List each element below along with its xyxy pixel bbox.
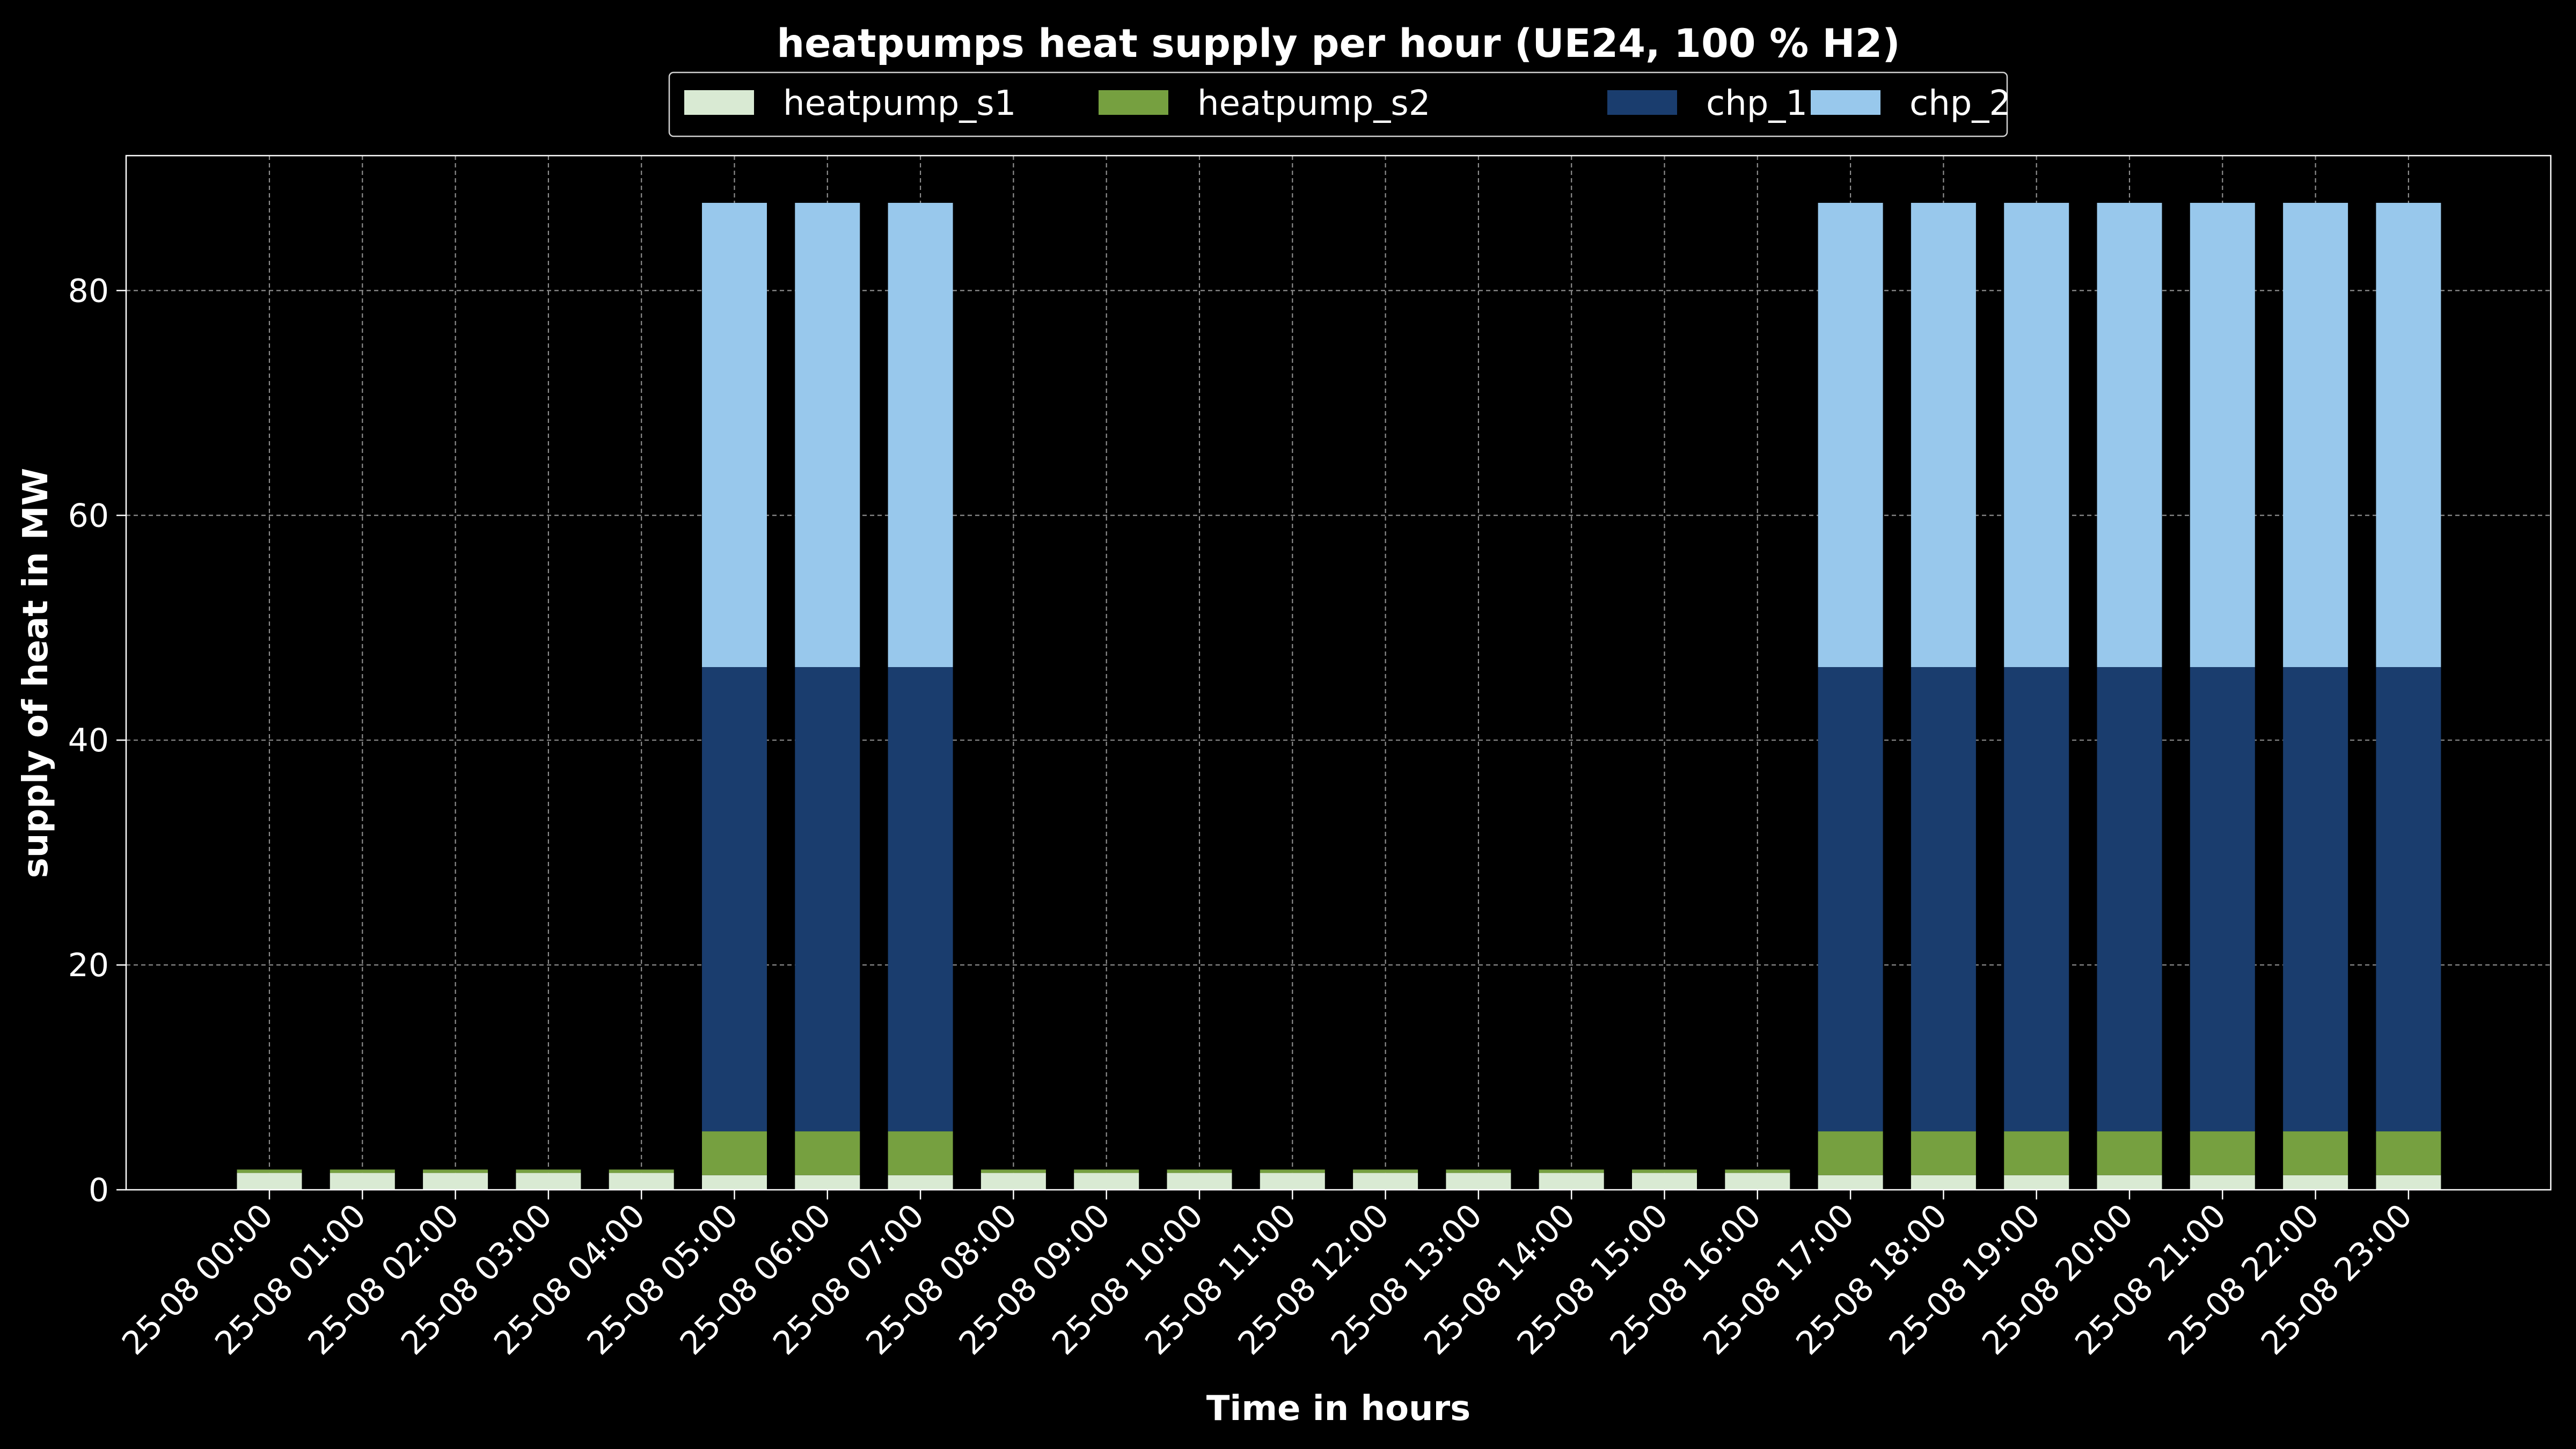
bar-heatpump_s2: [795, 1131, 860, 1175]
bar-heatpump_s1: [330, 1173, 395, 1190]
legend-label-chp_1: chp_1: [1706, 84, 1807, 123]
legend-swatch-chp_2: [1811, 90, 1880, 115]
chart-title: heatpumps heat supply per hour (UE24, 10…: [777, 21, 1900, 67]
legend-frame: [668, 71, 2008, 137]
bar-chp_1: [888, 667, 953, 1132]
bar-heatpump_s1: [516, 1173, 581, 1190]
bar-heatpump_s1: [1353, 1173, 1418, 1190]
bar-chp_2: [795, 202, 860, 668]
bar-heatpump_s1: [2004, 1175, 2069, 1190]
legend-label-heatpump_s1: heatpump_s1: [783, 84, 1016, 123]
y-tick-label: 40: [68, 722, 109, 759]
bar-chp_1: [2004, 667, 2069, 1132]
bar-heatpump_s2: [1539, 1169, 1604, 1173]
bar-chp_2: [2004, 202, 2069, 668]
bar-heatpump_s2: [1260, 1169, 1325, 1173]
legend-swatch-chp_1: [1607, 90, 1677, 115]
bar-chp_1: [795, 667, 860, 1132]
bar-chp_1: [2376, 667, 2441, 1132]
plot-frame: [125, 155, 2552, 1191]
bar-heatpump_s1: [237, 1173, 302, 1190]
bar-heatpump_s1: [2190, 1175, 2255, 1190]
bar-heatpump_s2: [888, 1131, 953, 1175]
legend-label-heatpump_s2: heatpump_s2: [1197, 84, 1430, 123]
y-tick-label: 0: [89, 1172, 109, 1209]
bar-heatpump_s2: [1446, 1169, 1511, 1173]
bar-heatpump_s1: [1167, 1173, 1232, 1190]
x-axis-label: Time in hours: [1206, 1389, 1471, 1429]
bar-chp_2: [2097, 202, 2162, 668]
bar-heatpump_s1: [702, 1175, 767, 1190]
bar-heatpump_s1: [2376, 1175, 2441, 1190]
bar-heatpump_s2: [2097, 1131, 2162, 1175]
bar-heatpump_s2: [1167, 1169, 1232, 1173]
bar-heatpump_s2: [423, 1169, 488, 1173]
legend-label-chp_2: chp_2: [1909, 84, 2011, 123]
bar-chp_2: [2376, 202, 2441, 668]
legend-swatch-heatpump_s2: [1099, 90, 1168, 115]
bar-chp_2: [888, 202, 953, 668]
bar-heatpump_s2: [2190, 1131, 2255, 1175]
bar-heatpump_s1: [2283, 1175, 2348, 1190]
bar-heatpump_s2: [1818, 1131, 1883, 1175]
y-tick-label: 80: [68, 272, 109, 310]
bar-heatpump_s2: [1911, 1131, 1976, 1175]
bar-heatpump_s2: [1725, 1169, 1790, 1173]
bar-chp_2: [1911, 202, 1976, 668]
bar-chp_2: [1818, 202, 1883, 668]
bar-chp_1: [2097, 667, 2162, 1132]
legend: heatpump_s1 heatpump_s2 chp_1 chp_2: [668, 71, 2011, 137]
grid-layer: [126, 156, 2551, 1190]
bar-chp_1: [1818, 667, 1883, 1132]
bar-heatpump_s1: [1725, 1173, 1790, 1190]
bar-heatpump_s2: [2376, 1131, 2441, 1175]
bar-heatpump_s2: [1632, 1169, 1697, 1173]
y-tick-label: 20: [68, 947, 109, 984]
bar-heatpump_s1: [1818, 1175, 1883, 1190]
bar-chp_2: [2190, 202, 2255, 668]
bar-heatpump_s2: [609, 1169, 674, 1173]
bar-heatpump_s1: [2097, 1175, 2162, 1190]
bar-heatpump_s2: [1074, 1169, 1139, 1173]
bar-heatpump_s2: [2004, 1131, 2069, 1175]
bar-chp_2: [702, 202, 767, 668]
bar-heatpump_s2: [980, 1169, 1046, 1173]
legend-swatch-heatpump_s1: [684, 90, 754, 115]
bar-chp_1: [2190, 667, 2255, 1132]
bar-heatpump_s1: [1260, 1173, 1325, 1190]
bar-heatpump_s1: [795, 1175, 860, 1190]
bar-heatpump_s2: [1353, 1169, 1418, 1173]
y-axis-label: supply of heat in MW: [16, 468, 56, 878]
bar-heatpump_s2: [516, 1169, 581, 1173]
bar-heatpump_s2: [237, 1169, 302, 1173]
bar-heatpump_s1: [1074, 1173, 1139, 1190]
bar-chp_1: [2283, 667, 2348, 1132]
bar-heatpump_s1: [1632, 1173, 1697, 1190]
bar-chp_1: [1911, 667, 1976, 1132]
bar-heatpump_s1: [423, 1173, 488, 1190]
bar-heatpump_s1: [888, 1175, 953, 1190]
bar-chp_2: [2283, 202, 2348, 668]
bar-heatpump_s1: [980, 1173, 1046, 1190]
bar-heatpump_s2: [330, 1169, 395, 1173]
bar-heatpump_s1: [1446, 1173, 1511, 1190]
bars-layer: [237, 202, 2441, 1190]
bar-heatpump_s2: [702, 1131, 767, 1175]
bar-heatpump_s2: [2283, 1131, 2348, 1175]
bar-heatpump_s1: [1539, 1173, 1604, 1190]
bar-chp_1: [702, 667, 767, 1132]
bar-heatpump_s1: [609, 1173, 674, 1190]
y-tick-label: 60: [68, 497, 109, 535]
bar-heatpump_s1: [1911, 1175, 1976, 1190]
